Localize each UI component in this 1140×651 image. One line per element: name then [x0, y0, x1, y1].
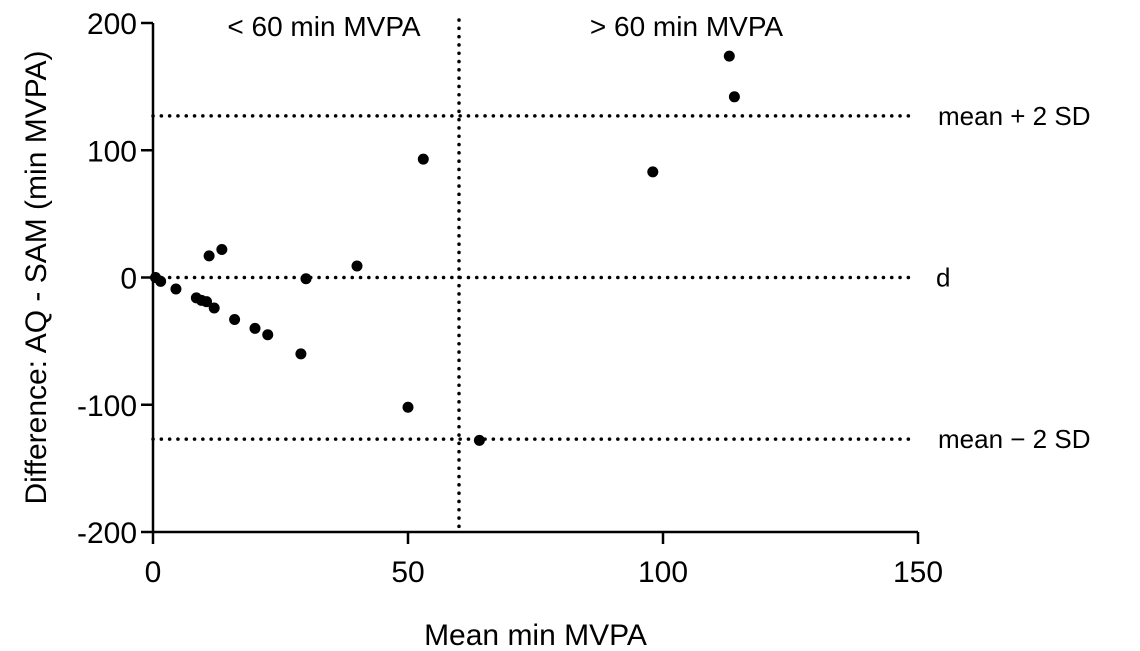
data-point — [216, 244, 228, 256]
reference-line-label: mean + 2 SD — [938, 101, 1090, 131]
data-point — [728, 91, 740, 103]
data-point — [155, 275, 167, 287]
data-point — [203, 250, 215, 262]
y-tick-label: -200 — [77, 517, 137, 550]
data-point — [417, 153, 429, 165]
x-tick-label: 100 — [638, 556, 688, 589]
x-tick-label: 150 — [893, 556, 943, 589]
labels: Mean min MVPA Difference: AQ - SAM (min M… — [20, 11, 1090, 651]
x-tick-label: 0 — [145, 556, 162, 589]
region-annotation: < 60 min MVPA — [227, 11, 421, 42]
axes: -200 -100 0 100 200 0 50 100 150 — [77, 8, 943, 589]
data-point — [402, 401, 414, 413]
data-point — [262, 329, 274, 341]
reference-line-label: d — [936, 263, 950, 293]
data-point — [208, 302, 220, 314]
y-tick-label: -100 — [77, 390, 137, 423]
data-point — [249, 322, 261, 334]
y-tick-label: 100 — [87, 135, 137, 168]
y-axis-title: Difference: AQ - SAM (min MVPA) — [20, 51, 53, 505]
x-tick-label: 50 — [391, 556, 424, 589]
y-tick-label: 200 — [87, 8, 137, 41]
data-point — [300, 273, 312, 285]
data-point — [723, 50, 735, 62]
data-point — [295, 348, 307, 360]
reference-line-label: mean − 2 SD — [938, 424, 1090, 454]
data-point — [229, 313, 241, 325]
y-tick-label: 0 — [120, 263, 137, 296]
data-point — [170, 283, 182, 295]
data-point — [473, 434, 485, 446]
data-points — [150, 50, 740, 446]
reference-lines — [151, 18, 917, 534]
data-point — [647, 166, 659, 178]
data-point — [201, 296, 213, 308]
data-point — [351, 260, 363, 272]
x-axis-title: Mean min MVPA — [424, 619, 647, 651]
region-annotation: > 60 min MVPA — [590, 11, 784, 42]
